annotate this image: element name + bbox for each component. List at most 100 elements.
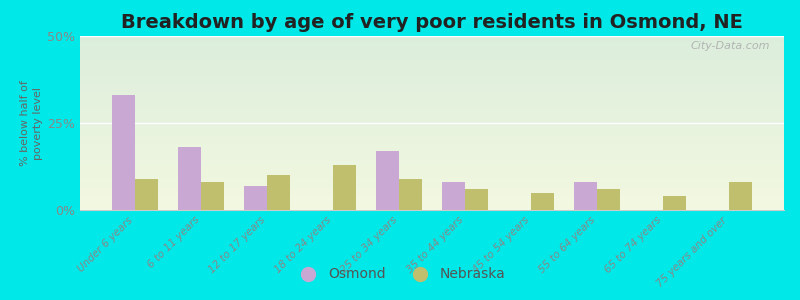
Bar [80, 45, 784, 46]
Bar [80, 163, 784, 164]
Bar [80, 111, 784, 112]
Bar [80, 145, 784, 146]
Bar [80, 199, 784, 200]
Bar [80, 116, 784, 117]
Legend: Osmond, Nebraska: Osmond, Nebraska [289, 262, 511, 287]
Bar [80, 120, 784, 121]
Bar [80, 76, 784, 77]
Bar [80, 209, 784, 210]
Bar [80, 98, 784, 99]
Bar [80, 188, 784, 189]
Bar [80, 50, 784, 51]
Bar [80, 144, 784, 145]
Bar [80, 85, 784, 86]
Bar [80, 73, 784, 74]
Bar [80, 103, 784, 104]
Bar [80, 123, 784, 124]
Bar [80, 42, 784, 43]
Bar [80, 53, 784, 54]
Bar [80, 160, 784, 161]
Bar [80, 196, 784, 197]
Bar [80, 136, 784, 137]
Bar [80, 57, 784, 58]
Bar [80, 47, 784, 48]
Bar [80, 72, 784, 73]
Bar [80, 118, 784, 119]
Bar [80, 187, 784, 188]
Bar [80, 56, 784, 57]
Bar [80, 203, 784, 204]
Bar [80, 155, 784, 156]
Y-axis label: % below half of
poverty level: % below half of poverty level [20, 80, 43, 166]
Bar [442, 182, 465, 210]
Bar [80, 38, 784, 39]
Bar [80, 112, 784, 113]
Bar [80, 167, 784, 168]
Bar [80, 81, 784, 82]
Bar [80, 92, 784, 93]
Bar [80, 138, 784, 139]
Bar [80, 74, 784, 75]
Bar [80, 91, 784, 92]
Bar [80, 193, 784, 194]
Bar [80, 63, 784, 64]
Bar [80, 44, 784, 45]
Bar [80, 85, 784, 86]
Bar [80, 108, 784, 109]
Bar [80, 179, 784, 180]
Bar [80, 148, 784, 149]
Bar [80, 49, 784, 50]
Bar [80, 83, 784, 84]
Bar [80, 84, 784, 85]
Bar [80, 100, 784, 101]
Bar [80, 102, 784, 103]
Bar [80, 48, 784, 49]
Bar [80, 161, 784, 162]
Bar [80, 52, 784, 53]
Bar [80, 115, 784, 116]
Bar [80, 175, 784, 176]
Bar [80, 75, 784, 76]
Bar [80, 162, 784, 163]
Bar [80, 169, 784, 170]
Bar [597, 189, 620, 210]
Bar [80, 204, 784, 205]
Bar [80, 191, 784, 192]
Bar [80, 88, 784, 89]
Bar [80, 101, 784, 102]
Bar [80, 110, 784, 111]
Bar [80, 130, 784, 131]
Bar [80, 62, 784, 63]
Bar [376, 151, 399, 210]
Bar [80, 173, 784, 174]
Bar [80, 36, 784, 37]
Bar [80, 170, 784, 171]
Bar [80, 184, 784, 185]
Bar [80, 54, 784, 55]
Bar [80, 143, 784, 144]
Bar [80, 137, 784, 138]
Bar [80, 79, 784, 80]
Bar [80, 164, 784, 165]
Bar [80, 180, 784, 181]
Title: Breakdown by age of very poor residents in Osmond, NE: Breakdown by age of very poor residents … [121, 13, 743, 32]
Bar [80, 174, 784, 175]
Bar [80, 151, 784, 152]
Bar [80, 129, 784, 130]
Bar [112, 95, 135, 210]
Bar [80, 206, 784, 207]
Bar [80, 95, 784, 96]
Bar [201, 182, 224, 210]
Bar [80, 93, 784, 94]
Bar [80, 58, 784, 59]
Bar [80, 190, 784, 191]
Text: City-Data.com: City-Data.com [690, 41, 770, 51]
Bar [80, 61, 784, 62]
Bar [80, 87, 784, 88]
Bar [80, 172, 784, 173]
Bar [80, 82, 784, 83]
Bar [80, 100, 784, 101]
Bar [465, 189, 488, 210]
Bar [80, 122, 784, 123]
Bar [80, 185, 784, 186]
